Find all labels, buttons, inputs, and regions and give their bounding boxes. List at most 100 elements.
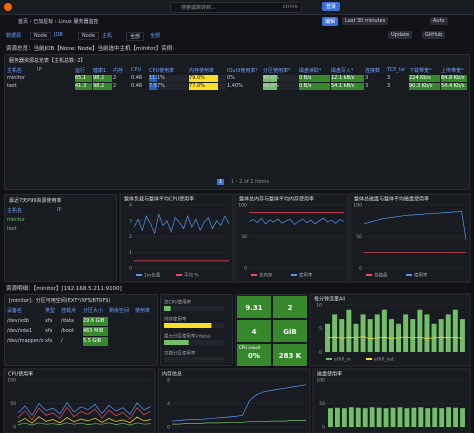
panel-title: [minitor]：分区可用空间(EXT*/XFS/BTRFS) [9,298,111,304]
crumb[interactable]: 已加星标 [33,19,54,25]
y-tick-label: 10 [316,303,322,309]
table-cell: 40.6% [263,75,298,82]
panel [119,193,234,283]
legend-label: 使用率 [414,272,428,279]
panel-title: 磁盘使用率 [317,371,342,378]
table-cell: 54.4 Kb/s [441,83,467,90]
stat-value: 4 [251,328,257,336]
column-header: 类型 [45,308,56,314]
search-box[interactable]: 搜索或跳转到... ctrl+k [170,2,302,13]
column-header: 内存使用率 [189,68,215,74]
panel-title: 每分钟流量All [314,296,345,303]
y-tick-label: 100 [353,203,362,209]
panel [349,193,471,283]
table-cell: 12.1 kB/s [331,75,364,82]
gauge-panel: 总CPU使用率 内存使用率 最大分区使用率(/data) 交换分区使用率 [160,294,233,366]
bar [325,323,331,352]
table: 主机名 minitor test IP 运行 65.1 41.3 健康1 98.2 98.2 内存 2… [7,67,467,117]
y-tick-label: 0 [244,266,247,272]
column-header: CPU [131,67,142,73]
gauge-track [164,357,224,362]
table-cell: 2 [113,75,117,81]
table-cell: xfs [45,318,53,324]
variable-label: 主机 [102,33,113,39]
gauge-track [164,340,224,345]
panel-title: 服务器资源总览表【主机总数: 2】 [9,58,86,64]
stat-value: 2 [287,304,293,312]
line [17,416,152,424]
bar [425,408,431,427]
refresh[interactable]: Auto [430,17,448,25]
bar [369,407,375,427]
legend-swatch [176,274,182,276]
partition-panel: [minitor]：分区可用空间(EXT*/XFS/BTRFS) 设备名/dev… [4,294,158,366]
y-tick-label: 5 [319,326,322,332]
stat-value: GiB [283,328,297,336]
table-cell: test [7,83,17,89]
legend-swatch [366,274,372,276]
y-tick-label: 3 [129,218,132,224]
variable-label: 全部 [150,33,161,39]
stat-tile: 283 K [273,344,307,366]
logo[interactable] [4,3,12,11]
table-cell: xfs [45,328,53,334]
table-cell: 98.2 [93,75,112,82]
section-header[interactable]: 资源明细：【minitor】[192.168.5.211:9100] [6,286,122,292]
bar [403,314,409,352]
edit-button[interactable]: 编辑 [322,17,339,26]
legend-swatch [136,274,142,276]
crumb[interactable]: Linux 服务器监控 [58,19,99,25]
bar [439,408,445,427]
column-header: 上传带宽* [441,68,464,74]
stat-tile: 9.31 [237,296,271,318]
y-tick-label: 100 [238,203,247,209]
column-header: IOutil使用率* [227,68,258,74]
table-cell: 224 Kb/s [409,75,440,82]
panel [234,193,349,283]
bar [355,407,361,427]
sign-in[interactable]: 登录 [322,2,341,11]
gauge-label: 内存使用率 [164,316,187,323]
bar [360,314,366,352]
line [171,384,307,422]
y-tick-label: 0 [129,266,132,272]
time-range[interactable]: Last 30 minutes [342,17,389,25]
shortcut: ctrl+k [282,4,298,10]
page-number[interactable]: 1 [217,179,225,185]
table-cell: 3 [387,83,391,89]
legend-label: eth0_in [334,357,351,363]
stat-tile: 4 [237,320,271,342]
column-header: CPU使用率 [149,68,175,74]
bar [334,407,340,427]
section-header[interactable]: 资源总览：当前JOB【None: Node】当前选中主机【minitor】实例: [6,46,175,52]
topbar: 搜索或跳转到... ctrl+k 登录 [0,0,474,15]
gauge-bar [164,323,212,328]
link[interactable]: GitHub [422,31,446,39]
table-cell: 3 [387,75,391,81]
link[interactable]: Update [388,31,413,39]
variable-value[interactable]: 全部 [126,32,145,41]
table-cell: xfs [45,338,53,344]
y-tick-label: 0 [13,425,16,431]
column-header: 分区使用率* [263,68,291,74]
bar [374,314,380,352]
bar [367,319,373,352]
variable-value[interactable]: Node [78,32,100,40]
table-cell: 0 B/s [299,75,330,82]
table-cell: 3 [365,83,369,89]
bar [410,319,416,352]
table-cell: /data [61,318,74,324]
variable-value[interactable]: Node [30,32,52,40]
panel-title: 整体总磁盘与整体平均磁盘使用率 [354,196,429,203]
p99-panel: 最近7天P99资源使用率 主机名 minitor test IP [4,194,117,282]
legend-swatch [366,358,372,360]
column-header: 使用率 [135,308,151,314]
y-tick-label: 8 [167,378,170,384]
variable-label: JOB [54,32,63,38]
table-cell: /dev/vdb [7,318,29,324]
table: 设备名/dev/vdb/dev/vda1/dev/mapper/centos-.… [7,307,157,357]
bar [388,319,394,352]
crumb[interactable]: 首页 [18,19,29,25]
